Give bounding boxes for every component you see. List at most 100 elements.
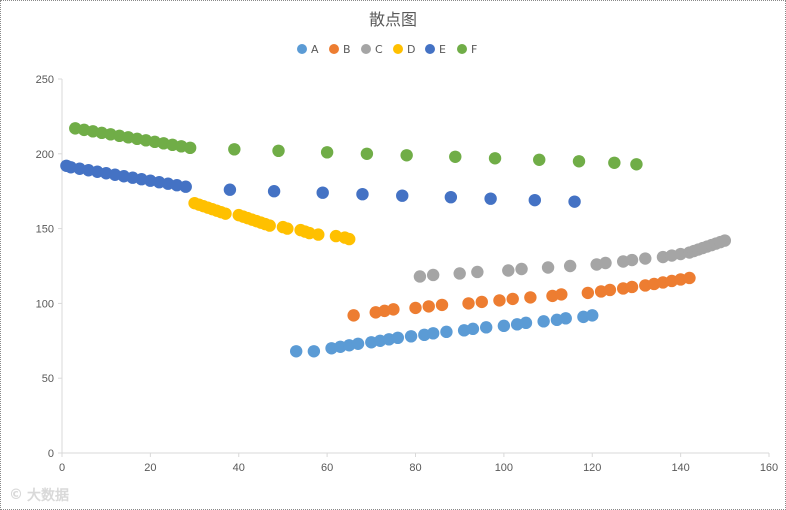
data-point-C xyxy=(541,261,555,274)
data-point-A xyxy=(559,312,572,325)
legend-item-E: E xyxy=(425,43,446,56)
watermark: © 大数据 xyxy=(9,485,69,505)
legend-marker xyxy=(457,44,467,54)
legend-marker xyxy=(329,44,339,54)
data-point-B xyxy=(524,291,537,304)
y-tick-label: 50 xyxy=(42,373,54,385)
data-point-A xyxy=(289,345,303,358)
x-tick-label: 140 xyxy=(671,462,689,474)
data-point-A xyxy=(466,322,480,336)
data-point-E xyxy=(179,180,192,193)
series-D xyxy=(188,196,356,246)
data-point-E xyxy=(356,187,369,201)
data-point-C xyxy=(426,268,440,282)
data-point-D xyxy=(343,232,356,246)
data-point-B xyxy=(387,303,400,316)
data-point-E xyxy=(267,185,281,198)
series-B xyxy=(347,271,696,322)
legend-marker xyxy=(425,44,435,54)
legend-marker xyxy=(297,44,307,54)
data-point-A xyxy=(391,331,405,345)
data-point-B xyxy=(506,292,519,306)
chart-title: 散点图 xyxy=(369,10,417,29)
watermark-text: 大数据 xyxy=(27,488,69,504)
data-point-A xyxy=(351,337,365,350)
data-point-B xyxy=(581,286,595,300)
legend-item-A: A xyxy=(297,43,319,56)
data-point-B xyxy=(462,297,475,310)
data-point-B xyxy=(347,309,360,322)
data-point-A xyxy=(537,315,550,328)
y-tick-label: 100 xyxy=(36,298,54,310)
data-point-D xyxy=(281,222,294,235)
x-tick-label: 20 xyxy=(144,462,156,474)
data-point-C xyxy=(639,252,652,265)
data-point-F xyxy=(400,149,413,162)
data-point-D xyxy=(312,228,325,241)
data-point-A xyxy=(586,309,599,322)
data-point-F xyxy=(572,155,586,168)
data-point-C xyxy=(471,265,484,279)
data-point-F xyxy=(272,144,285,158)
data-point-E xyxy=(568,195,581,208)
data-point-E xyxy=(444,190,458,204)
data-point-E xyxy=(484,192,497,205)
x-tick-label: 160 xyxy=(760,462,778,474)
data-point-A xyxy=(519,316,533,330)
data-point-B xyxy=(435,298,449,312)
data-point-A xyxy=(440,325,453,339)
x-tick-label: 40 xyxy=(233,462,245,474)
data-point-D xyxy=(263,219,276,232)
data-point-B xyxy=(493,294,506,307)
x-tick-label: 0 xyxy=(59,462,65,474)
x-tick-label: 80 xyxy=(409,462,421,474)
legend-item-C: C xyxy=(361,43,383,56)
data-point-B xyxy=(409,301,422,315)
series-A xyxy=(289,309,599,358)
data-point-C xyxy=(453,267,466,280)
data-point-A xyxy=(404,330,418,343)
data-point-F xyxy=(488,152,502,165)
x-tick-label: 60 xyxy=(321,462,333,474)
data-point-C xyxy=(502,264,515,277)
legend-marker xyxy=(361,44,371,54)
data-point-B xyxy=(625,280,639,294)
data-point-A xyxy=(426,327,440,340)
data-point-A xyxy=(307,345,321,358)
y-tick-label: 250 xyxy=(36,74,54,86)
data-point-D xyxy=(219,207,232,220)
data-point-F xyxy=(630,158,643,171)
data-point-E xyxy=(223,183,237,196)
data-point-F xyxy=(183,141,197,155)
series-C xyxy=(413,234,732,283)
legend-label: E xyxy=(439,43,446,56)
data-point-F xyxy=(360,147,374,160)
data-point-E xyxy=(396,189,409,202)
data-point-F xyxy=(228,143,241,156)
data-point-B xyxy=(683,271,696,285)
data-point-C xyxy=(718,234,732,247)
legend-item-D: D xyxy=(393,43,415,56)
legend-item-F: F xyxy=(457,43,477,56)
data-point-C xyxy=(515,262,528,276)
data-point-E xyxy=(528,193,542,207)
series-F xyxy=(69,122,643,171)
watermark-logo-icon: © xyxy=(9,487,23,503)
data-point-F xyxy=(608,156,621,169)
legend: A B C D E F xyxy=(297,43,477,56)
data-point-F xyxy=(533,153,546,166)
data-point-B xyxy=(422,300,435,313)
data-point-C xyxy=(599,256,612,270)
data-point-C xyxy=(413,270,427,283)
data-point-B xyxy=(555,288,568,301)
legend-label: B xyxy=(343,43,351,56)
legend-marker xyxy=(393,44,403,54)
y-tick-label: 200 xyxy=(36,149,54,161)
y-tick-label: 0 xyxy=(48,448,54,460)
data-point-A xyxy=(480,321,493,334)
data-point-C xyxy=(625,253,639,267)
legend-label: D xyxy=(407,43,415,56)
legend-label: F xyxy=(471,43,477,56)
